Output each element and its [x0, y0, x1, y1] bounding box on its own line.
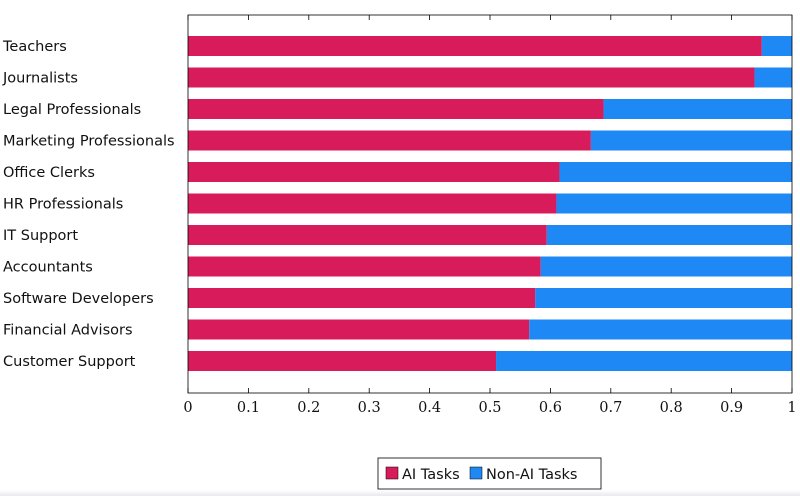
bar-ai-marketing-professionals	[188, 130, 591, 151]
bar-ai-journalists	[188, 67, 755, 88]
category-label: HR Professionals	[3, 197, 123, 213]
category-label: Legal Professionals	[3, 102, 141, 118]
bar-non-ai-marketing-professionals	[590, 130, 792, 151]
category-labels: Teachers Journalists Legal Professionals Ma…	[2, 39, 175, 370]
bar-non-ai-financial-advisors	[529, 319, 792, 340]
legend-label-non-ai: Non-AI Tasks	[486, 467, 577, 483]
x-tick-label: 0.6	[539, 400, 562, 416]
bar-non-ai-hr-professionals	[556, 193, 792, 214]
bar-ai-software-developers	[188, 288, 536, 308]
bar-non-ai-journalists	[754, 67, 792, 88]
x-tick-label: 0.2	[297, 400, 320, 416]
bar-ai-teachers	[188, 36, 762, 56]
bar-ai-legal-professionals	[188, 99, 604, 119]
category-label: Journalists	[2, 71, 78, 87]
bars-group	[188, 36, 792, 371]
category-label: IT Support	[3, 228, 78, 244]
bar-non-ai-customer-support	[496, 351, 792, 371]
bar-ai-it-support	[188, 225, 547, 245]
x-tick-label: 0.4	[418, 400, 441, 416]
category-label: Office Clerks	[3, 165, 95, 181]
category-label: Teachers	[2, 39, 67, 55]
category-label: Customer Support	[3, 354, 136, 370]
x-tick-label: 0.8	[660, 400, 683, 416]
legend-swatch-ai	[385, 466, 399, 480]
category-label: Accountants	[3, 260, 93, 276]
bar-non-ai-teachers	[761, 36, 792, 56]
x-tick-label: 0.9	[720, 400, 743, 416]
bar-non-ai-office-clerks	[559, 162, 792, 182]
x-axis-ticks: 0 0.1 0.2 0.3 0.4 0.5 0.6 0.7 0.8 0.9 1	[183, 15, 797, 416]
x-tick-label: 0	[183, 400, 192, 416]
bar-non-ai-accountants	[540, 256, 792, 277]
x-tick-label: 0.5	[478, 400, 501, 416]
legend: AI Tasks Non-AI Tasks	[377, 457, 602, 490]
x-tick-label: 0.3	[358, 400, 381, 416]
bar-ai-financial-advisors	[188, 319, 530, 340]
bottom-edge	[0, 490, 800, 496]
category-label: Marketing Professionals	[3, 134, 175, 150]
bar-ai-customer-support	[188, 351, 497, 371]
x-tick-label: 0.1	[237, 400, 260, 416]
bar-ai-hr-professionals	[188, 193, 557, 214]
category-label: Software Developers	[3, 291, 154, 307]
bar-non-ai-software-developers	[535, 288, 792, 308]
legend-label-ai: AI Tasks	[402, 467, 460, 483]
legend-swatch-non-ai	[469, 466, 483, 480]
bar-ai-accountants	[188, 256, 541, 277]
x-tick-label: 1	[787, 400, 796, 416]
legend-box	[377, 457, 602, 490]
x-tick-label: 0.7	[599, 400, 622, 416]
bar-non-ai-legal-professionals	[603, 99, 792, 119]
bar-non-ai-it-support	[546, 225, 792, 245]
category-label: Financial Advisors	[3, 323, 133, 339]
bar-ai-office-clerks	[188, 162, 560, 182]
